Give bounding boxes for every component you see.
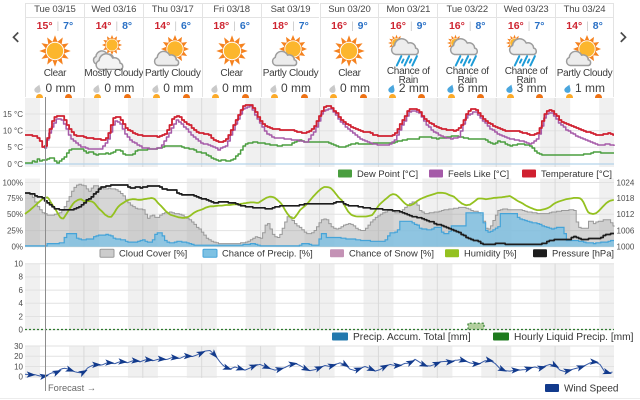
svg-text:0: 0 xyxy=(19,326,24,335)
svg-text:75%: 75% xyxy=(7,194,23,203)
svg-text:6: 6 xyxy=(19,286,24,295)
svg-text:Dew Point [°C]: Dew Point [°C] xyxy=(357,168,418,179)
svg-text:0%: 0% xyxy=(11,243,23,252)
svg-text:30: 30 xyxy=(14,342,23,351)
svg-text:Hourly Liquid Precip. [mm]: Hourly Liquid Precip. [mm] xyxy=(514,332,634,343)
svg-text:0: 0 xyxy=(19,373,24,382)
svg-text:Forecast →: Forecast → xyxy=(48,383,96,393)
svg-text:Wind Speed: Wind Speed xyxy=(564,384,618,395)
svg-text:25%: 25% xyxy=(7,226,23,235)
svg-text:Cloud Cover [%]: Cloud Cover [%] xyxy=(119,248,187,259)
svg-text:8: 8 xyxy=(19,273,24,282)
svg-text:10: 10 xyxy=(14,260,23,269)
svg-text:4: 4 xyxy=(19,299,24,308)
svg-text:1006: 1006 xyxy=(617,226,635,235)
svg-text:0 °C: 0 °C xyxy=(7,160,23,169)
svg-text:15 °C: 15 °C xyxy=(3,110,23,119)
svg-text:10: 10 xyxy=(14,362,23,371)
svg-text:50%: 50% xyxy=(7,210,23,219)
svg-text:Temperature [°C]: Temperature [°C] xyxy=(541,168,612,179)
svg-text:Feels Like [°C]: Feels Like [°C] xyxy=(448,168,509,179)
svg-text:Chance of Precip. [%]: Chance of Precip. [%] xyxy=(222,248,313,259)
svg-text:Humidity [%]: Humidity [%] xyxy=(464,248,517,259)
svg-text:Chance of Snow [%]: Chance of Snow [%] xyxy=(349,248,434,259)
svg-text:1024: 1024 xyxy=(617,178,635,187)
svg-text:Pressure [hPa]: Pressure [hPa] xyxy=(552,248,614,259)
svg-text:Precip. Accum. Total [mm]: Precip. Accum. Total [mm] xyxy=(353,332,471,343)
svg-text:1018: 1018 xyxy=(617,194,635,203)
svg-text:2: 2 xyxy=(19,312,24,321)
svg-text:10 °C: 10 °C xyxy=(3,127,23,136)
svg-text:1012: 1012 xyxy=(617,210,635,219)
svg-text:5 °C: 5 °C xyxy=(7,143,23,152)
svg-text:100%: 100% xyxy=(3,178,23,187)
svg-text:20: 20 xyxy=(14,352,23,361)
svg-text:1000: 1000 xyxy=(617,243,635,252)
